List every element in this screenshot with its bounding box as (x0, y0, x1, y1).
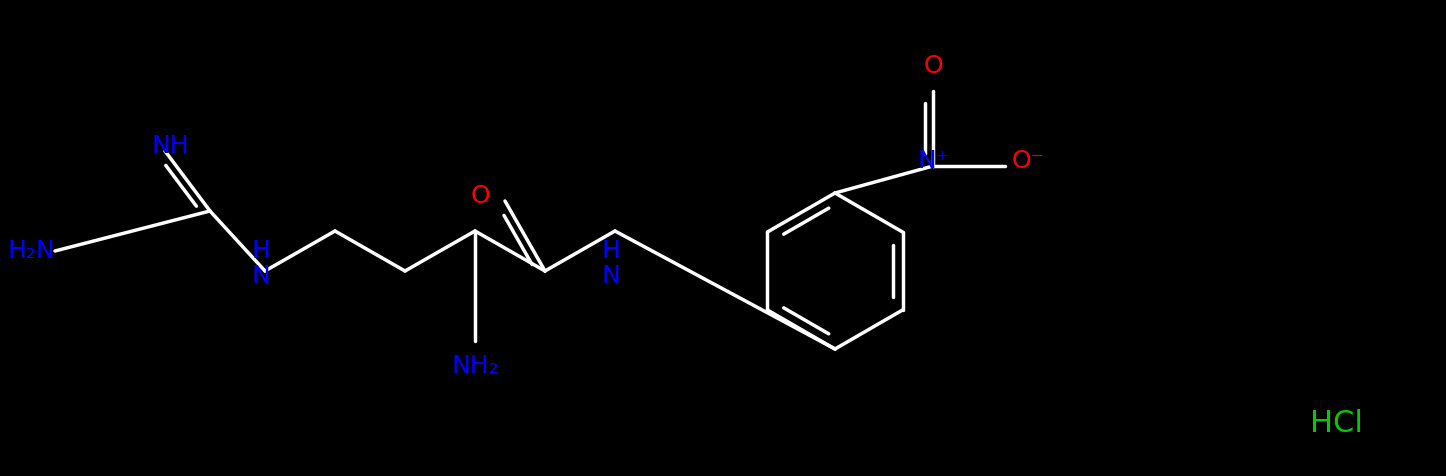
Text: NH₂: NH₂ (451, 354, 499, 378)
Text: N⁺: N⁺ (917, 149, 949, 173)
Text: H: H (602, 239, 620, 263)
Text: NH: NH (152, 134, 189, 158)
Text: O: O (470, 184, 490, 208)
Text: O⁻: O⁻ (1012, 149, 1045, 173)
Text: O: O (923, 54, 943, 78)
Text: H: H (252, 239, 270, 263)
Text: H₂N: H₂N (9, 239, 55, 263)
Text: HCl: HCl (1310, 409, 1364, 438)
Text: N: N (602, 264, 620, 288)
Text: N: N (252, 264, 270, 288)
